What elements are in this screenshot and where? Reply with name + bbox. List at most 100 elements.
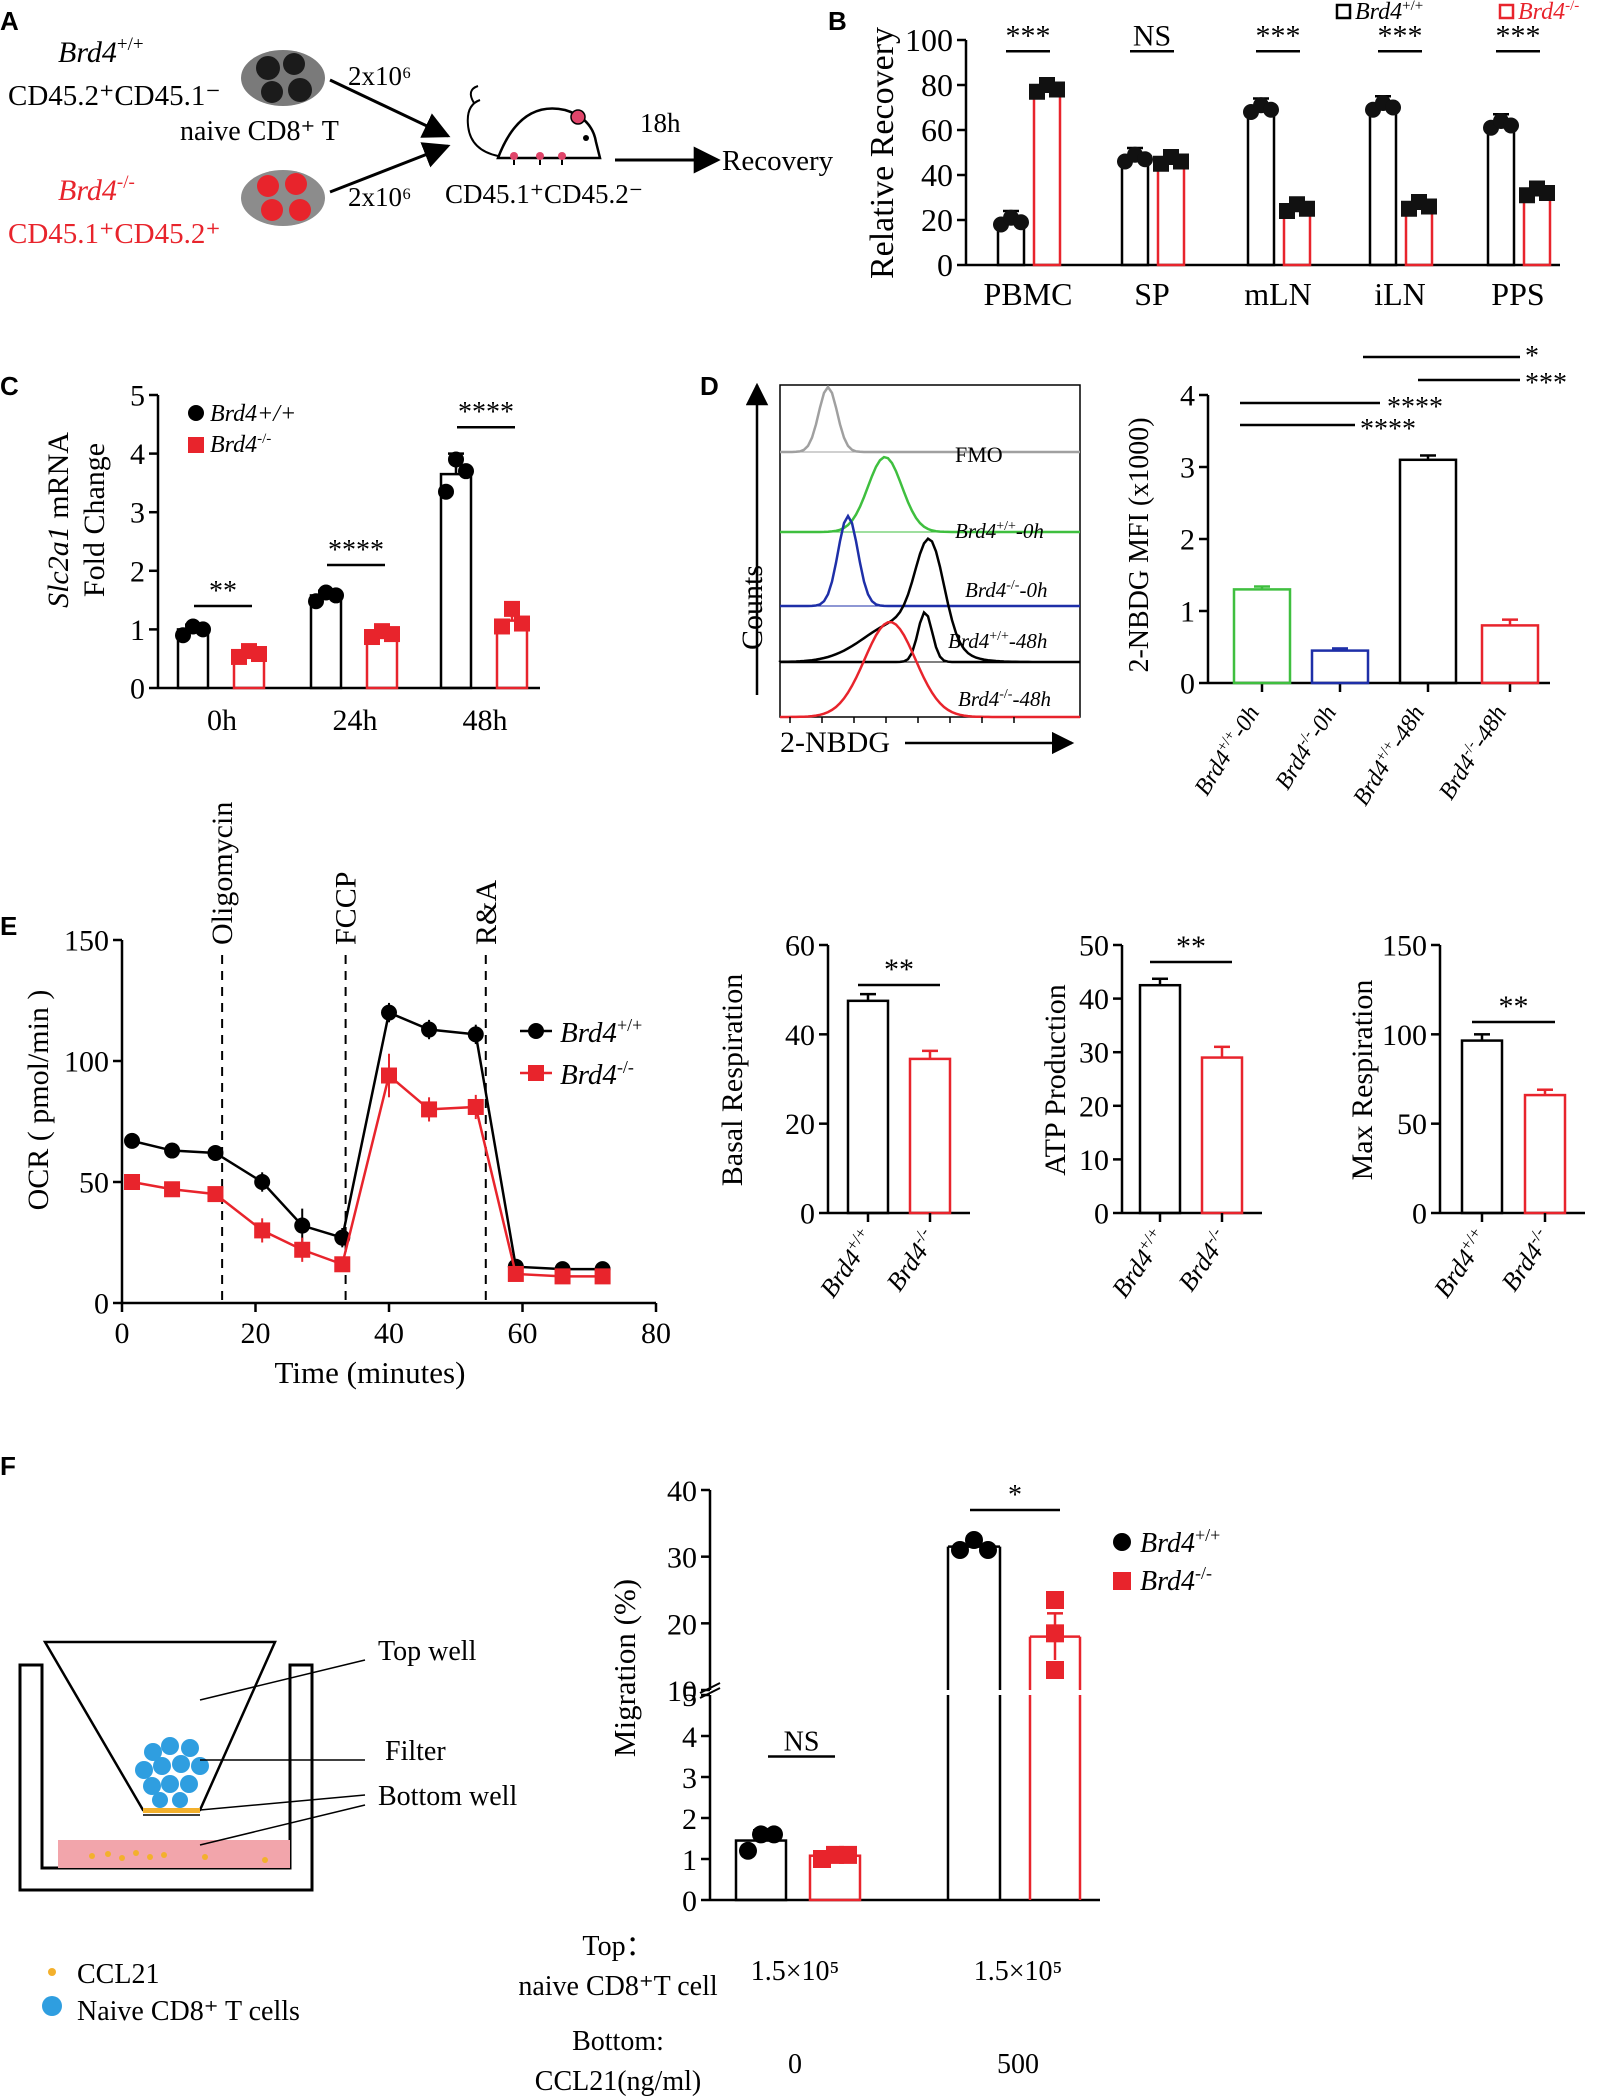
f-point-wt: [965, 1531, 983, 1549]
panel-d-xlabels: Brd4+/+-0h Brd4-/--0h Brd4+/+-48h Brd4-/…: [1189, 701, 1512, 810]
d-y-tick-label: 3: [1180, 452, 1195, 485]
d-xlabel-wt-0h: Brd4+/+-0h: [1189, 701, 1265, 800]
d-xlabel-wt-48h: Brd4+/+-48h: [1348, 701, 1430, 810]
e-small-y-tick-label: 20: [1079, 1090, 1109, 1123]
f-y-tick-label: 5: [682, 1680, 697, 1713]
f-y-tick-label: 2: [682, 1803, 697, 1836]
e-point-ko: [594, 1268, 611, 1285]
b-x-tick-label: PBMC: [984, 276, 1073, 312]
top-well-label: Top well: [378, 1636, 477, 1667]
panel-f-axis: 10 20 30 40 0 1 2 3 4 5: [667, 1475, 1100, 1918]
f-point-ko: [839, 1845, 857, 1864]
b-bar-wt: [1246, 106, 1276, 267]
top-row-value-0: 1.5×10⁵: [751, 1956, 840, 1987]
bottom-row-label1: Bottom:: [572, 2026, 664, 2057]
b-bar-wt: [1368, 104, 1398, 267]
c-y-tick-label: 5: [130, 380, 145, 413]
track-label-ko-0h: Brd4-/--0h: [965, 578, 1047, 602]
e-small-y-tick-label: 0: [800, 1198, 815, 1231]
panel-e-injection-markers: Oligomycin FCCP R&A: [206, 802, 503, 1303]
filter-membrane: [143, 1808, 200, 1813]
c-point-ko: [251, 646, 267, 663]
e-small-bar: [1460, 1039, 1504, 1215]
e-point-ko: [507, 1265, 524, 1282]
e-small-y-tick-label: 30: [1079, 1037, 1109, 1070]
e-series-line: [131, 1073, 603, 1278]
c-point-wt: [458, 463, 474, 480]
e-point-wt: [467, 1026, 484, 1043]
b-y-tick-label: 40: [921, 157, 953, 193]
e-small-y-tick-label: 40: [1079, 983, 1109, 1016]
c-bar-wt: [439, 472, 473, 690]
top-row-label2: naive CD8⁺T cell: [518, 1971, 718, 2002]
e-small-x-label: Brd4-/-: [1494, 1223, 1558, 1296]
e-y-tick-label: 0: [94, 1288, 109, 1321]
f-y-tick-label: 4: [682, 1721, 697, 1754]
c-sig-label: ****: [458, 397, 514, 428]
panel-e-letter: E: [0, 911, 17, 941]
e-small-bar: [846, 999, 890, 1215]
f-y-tick-label: 3: [682, 1762, 697, 1795]
legend-ko-marker: [528, 1065, 544, 1081]
cell-type-label: naive CD8⁺ T: [180, 116, 339, 147]
wt-marker-label: CD45.2⁺CD45.1⁻: [8, 80, 221, 112]
d-sig-label: ****: [1387, 392, 1443, 423]
b-sig-label: NS: [1133, 19, 1171, 52]
mouse-icon: [466, 85, 602, 165]
e-point-ko: [381, 1067, 397, 1084]
legend-wt-label: Brd4+/+: [1355, 0, 1423, 25]
c-y-tick-label: 3: [130, 497, 145, 530]
panel-e-ylabel: OCR ( pmol/min ): [22, 990, 55, 1211]
c-point-ko: [504, 600, 520, 617]
nbdg-axis-label: 2-NBDG: [780, 726, 890, 759]
c-point-wt: [438, 483, 454, 500]
e-small-x-label: Brd4-/-: [879, 1223, 943, 1296]
f-axis-break: [699, 1687, 721, 1699]
d-y-tick-label: 2: [1180, 524, 1195, 557]
histogram-tracks: [778, 384, 1080, 723]
e-point-ko: [207, 1186, 224, 1203]
d-bar: [1310, 649, 1370, 685]
b-y-tick-label: 80: [921, 67, 953, 103]
f-point-wt: [979, 1541, 997, 1559]
d-y-tick-label: 0: [1180, 668, 1195, 701]
e-small-y-tick-label: 20: [785, 1108, 815, 1141]
readout-label: Recovery: [722, 145, 834, 177]
ko-genotype-label: Brd4-/-: [58, 172, 135, 207]
c-point-wt: [448, 451, 464, 468]
panel-f-letter: F: [0, 1451, 16, 1481]
panel-f-bars: NS *: [734, 1480, 1082, 1902]
e-point-wt: [124, 1132, 141, 1149]
naive-cd8-cells: [135, 1737, 209, 1808]
d-sig-label: ***: [1525, 368, 1567, 399]
e-small-y-tick-label: 0: [1094, 1198, 1109, 1231]
b-point-ko: [1049, 81, 1065, 98]
panel-e-legend: Brd4+/+ Brd4-/-: [520, 1015, 642, 1091]
b-x-tick-label: iLN: [1374, 276, 1426, 312]
panel-d-significance: ************: [1240, 341, 1567, 445]
panel-c-ylabel2: Fold Change: [78, 443, 111, 597]
dose-top-label: 2x10⁶: [348, 61, 411, 91]
bottom-row-value-0: 0: [788, 2049, 802, 2080]
panel-f-ylabel: Migration (%): [607, 1579, 642, 1757]
e-small-y-tick-label: 150: [1382, 930, 1427, 963]
top-row-value-500: 1.5×10⁵: [974, 1956, 1063, 1987]
f-point-ko: [1046, 1591, 1064, 1609]
b-x-tick-label: mLN: [1244, 276, 1312, 312]
b-point-ko: [1539, 185, 1555, 201]
bottom-medium: [58, 1840, 290, 1868]
dose-bottom-label: 2x10⁶: [348, 182, 411, 212]
c-sig-label: ****: [328, 535, 384, 566]
f-sig-500-label: *: [1008, 1480, 1022, 1511]
e-x-tick-label: 80: [641, 1317, 671, 1350]
e-small-y-tick-label: 10: [1079, 1144, 1109, 1177]
c-y-tick-label: 0: [130, 673, 145, 706]
c-bar-wt: [309, 594, 343, 690]
panel-b-letter: B: [828, 6, 847, 36]
b-point-wt: [1385, 99, 1401, 116]
hist-ko-48h: [780, 621, 1080, 719]
c-y-tick-label: 1: [130, 614, 145, 647]
d-sig-label: ****: [1360, 414, 1416, 445]
e-small-sig-label: **: [1176, 930, 1206, 963]
d-y-tick-label: 1: [1180, 596, 1195, 629]
